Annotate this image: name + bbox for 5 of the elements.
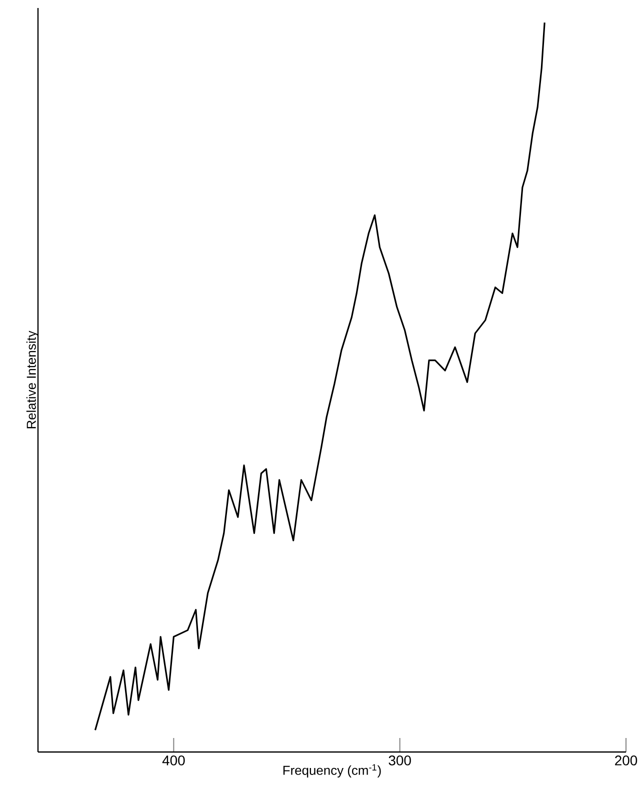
x-axis-title: Frequency (cm$^{-1}$) <box>283 764 381 778</box>
y-axis-title: Relative Intensity <box>26 330 38 428</box>
x-tick-label: 300 <box>388 756 411 766</box>
x-tick-label: 200 <box>615 756 638 766</box>
x-tick-label: 400 <box>162 756 185 766</box>
